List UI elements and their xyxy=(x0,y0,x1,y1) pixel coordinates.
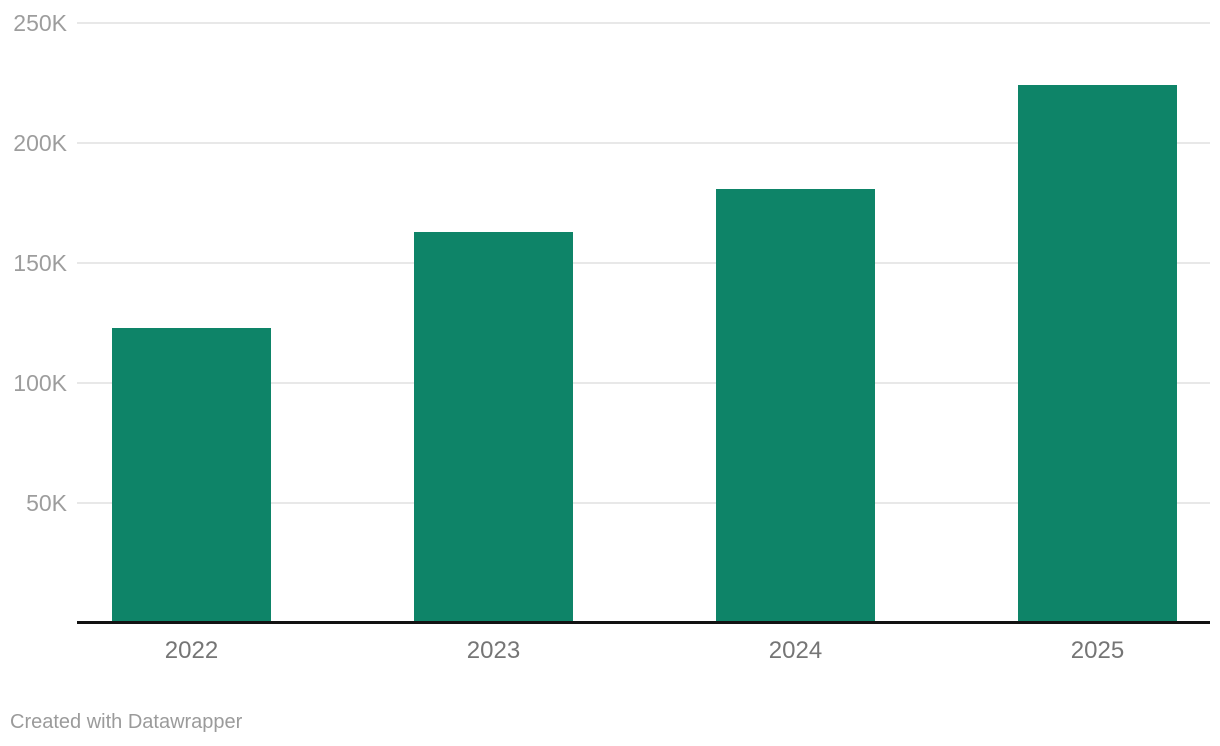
gridline-250K xyxy=(77,22,1210,24)
y-tick-label-200K: 200K xyxy=(13,130,67,156)
y-tick-label-150K: 150K xyxy=(13,250,67,276)
bar-2024[interactable] xyxy=(716,188,875,623)
y-tick-label-50K: 50K xyxy=(26,490,67,516)
gridline-50K xyxy=(77,502,1210,504)
plot-area xyxy=(77,22,1210,623)
y-tick-label-100K: 100K xyxy=(13,370,67,396)
bar-2023[interactable] xyxy=(414,231,573,623)
x-tick-label-2024: 2024 xyxy=(768,637,823,664)
bar-2025[interactable] xyxy=(1018,85,1177,623)
x-axis-line xyxy=(77,621,1210,624)
x-tick-label-2023: 2023 xyxy=(466,637,521,664)
x-tick-label-2025: 2025 xyxy=(1070,637,1125,664)
x-tick-label-2022: 2022 xyxy=(164,637,219,664)
datawrapper-attribution-link[interactable]: Created with Datawrapper xyxy=(10,711,243,733)
gridline-100K xyxy=(77,382,1210,384)
bar-2022[interactable] xyxy=(112,327,271,623)
gridline-150K xyxy=(77,262,1210,264)
y-axis-labels: 50K 100K 150K 200K 250K xyxy=(0,0,67,746)
y-tick-label-250K: 250K xyxy=(13,10,67,36)
gridline-200K xyxy=(77,142,1210,144)
